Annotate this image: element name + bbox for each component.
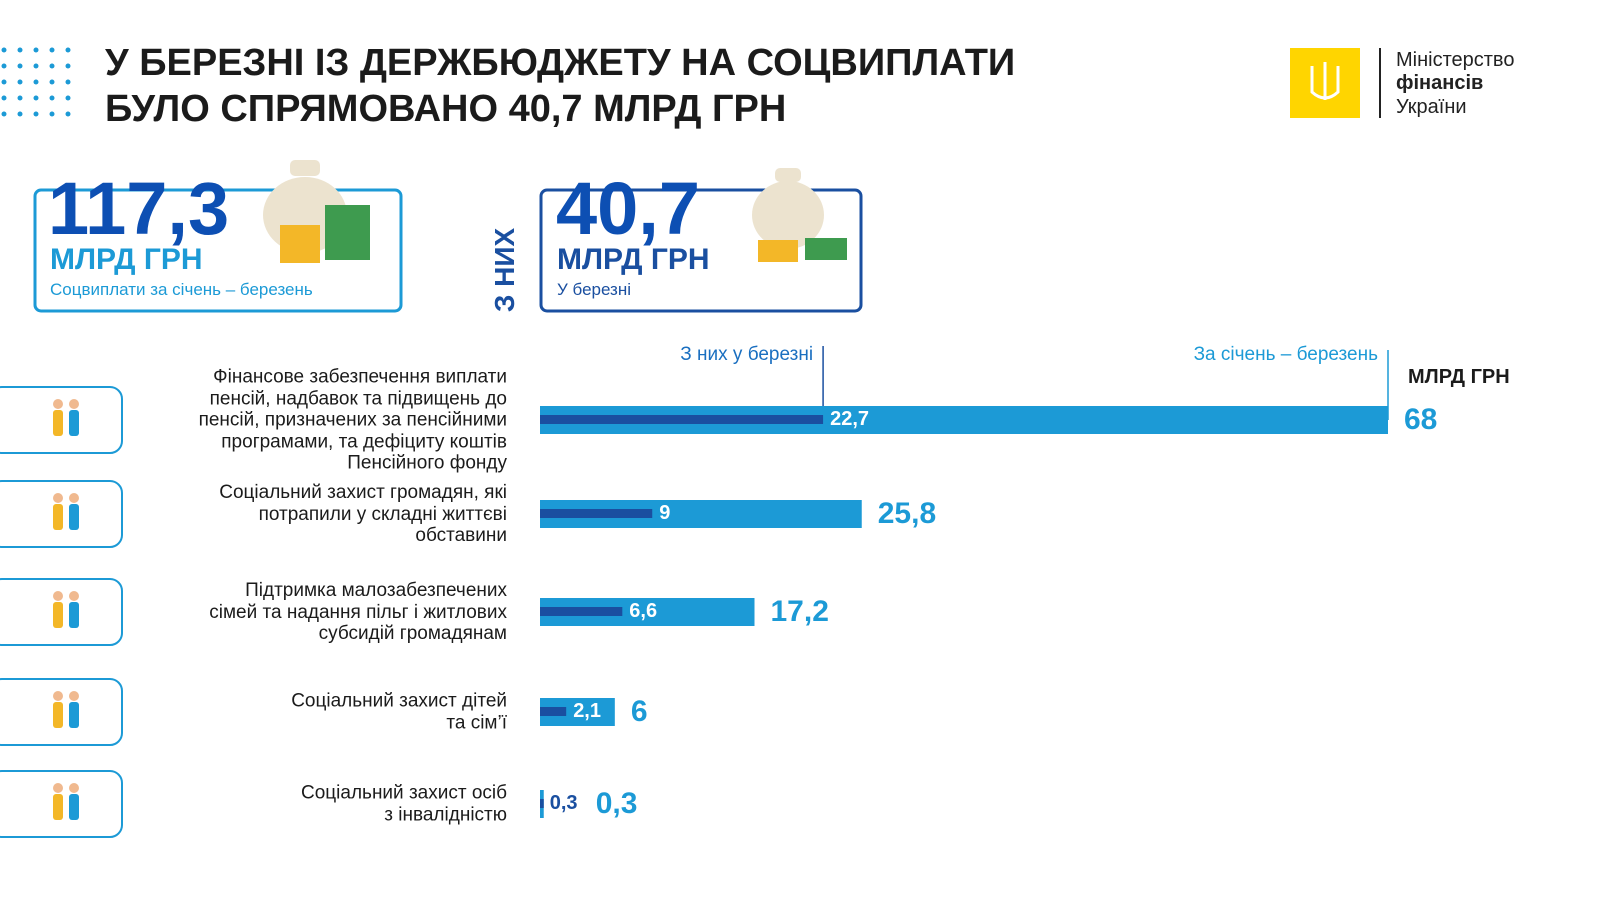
icon-body xyxy=(69,602,79,628)
bar-march xyxy=(540,509,653,518)
decor-dot xyxy=(65,111,71,117)
total-value: 117,3 xyxy=(48,167,230,250)
march-value: 40,7 xyxy=(556,167,701,250)
icon-box xyxy=(0,386,123,454)
value-label: 68 xyxy=(1404,403,1438,436)
decor-dot xyxy=(33,111,39,117)
value-label: 6 xyxy=(630,695,648,728)
icon-head xyxy=(53,493,63,503)
decor-dot xyxy=(1,79,7,85)
march-box xyxy=(539,188,863,313)
icon-box xyxy=(0,578,123,646)
icon-head xyxy=(69,399,79,409)
decor-dot xyxy=(17,47,23,53)
value-label: 22,7 xyxy=(830,408,870,430)
logo-text: України xyxy=(1396,96,1467,118)
decor-dot xyxy=(65,47,71,53)
value-label: 9 xyxy=(659,502,671,524)
icon-box xyxy=(0,480,123,548)
bar-march xyxy=(540,799,544,808)
decor-dot xyxy=(17,79,23,85)
connector: З НИХ xyxy=(489,227,520,313)
category-label: Соціальний захист осіб з інвалідністю xyxy=(301,782,507,826)
icon-head xyxy=(69,783,79,793)
unit-label: МЛРД ГРН xyxy=(1408,366,1510,388)
bar-chart xyxy=(0,346,1389,838)
category-label: Соціальний захист дітей та сім’ї xyxy=(291,690,507,734)
icon-head xyxy=(53,691,63,701)
decor-dot xyxy=(1,95,7,101)
decor-dot xyxy=(33,47,39,53)
legend-label: За січень – березень xyxy=(1193,344,1378,365)
decor-dot xyxy=(49,63,55,69)
icon-body xyxy=(53,702,63,728)
march-caption: У березні xyxy=(557,280,632,299)
icon-body xyxy=(53,504,63,530)
value-label: 6,6 xyxy=(629,600,658,622)
decor-dot xyxy=(33,79,39,85)
total-unit: МЛРД ГРН xyxy=(50,243,203,276)
legend-label: З них у березні xyxy=(680,344,814,365)
logo-trident xyxy=(1310,62,1340,100)
value-label: 17,2 xyxy=(770,595,829,628)
decor-dot xyxy=(17,95,23,101)
icon-box xyxy=(0,678,123,746)
value-label: 0,3 xyxy=(595,787,638,820)
value-label: 2,1 xyxy=(573,700,601,722)
decor-dot xyxy=(17,111,23,117)
icon-body xyxy=(69,504,79,530)
icon-head xyxy=(53,399,63,409)
icon-head xyxy=(69,591,79,601)
decor-dot xyxy=(65,95,71,101)
decor-dot xyxy=(1,111,7,117)
march-unit: МЛРД ГРН xyxy=(557,243,710,276)
money-icon xyxy=(263,160,847,263)
decor-dot xyxy=(49,79,55,85)
icon-body xyxy=(69,794,79,820)
decor-dot xyxy=(49,95,55,101)
value-label: 25,8 xyxy=(877,497,937,530)
decor-dot xyxy=(49,47,55,53)
icon-body xyxy=(69,410,79,436)
icon-body xyxy=(53,410,63,436)
icon-head xyxy=(53,591,63,601)
bar-march xyxy=(540,607,623,616)
icon-box xyxy=(0,770,123,838)
icon-head xyxy=(69,493,79,503)
decor-dot xyxy=(65,63,71,69)
decor-dot xyxy=(1,63,7,69)
icon-body xyxy=(53,794,63,820)
decor-dot xyxy=(1,47,7,53)
value-label: 0,3 xyxy=(549,792,578,814)
icon-head xyxy=(53,783,63,793)
decor-dot xyxy=(33,63,39,69)
icon-body xyxy=(53,602,63,628)
bar-march xyxy=(540,415,824,424)
category-label: Підтримка малозабезпечених сімей та нада… xyxy=(209,579,507,644)
icon-body xyxy=(69,702,79,728)
decor-dot xyxy=(33,95,39,101)
logo-text: фінансів xyxy=(1396,72,1484,94)
icon-head xyxy=(69,691,79,701)
logo-text: Міністерство xyxy=(1396,49,1515,71)
decor-dot xyxy=(17,63,23,69)
bar-march xyxy=(540,707,567,716)
category-label: Соціальний захист громадян, які потрапил… xyxy=(219,481,507,546)
decor-dots xyxy=(1,47,71,117)
total-caption: Соцвиплати за січень – березень xyxy=(50,280,313,299)
category-label: Фінансове забезпечення виплати пенсій, н… xyxy=(198,366,507,474)
decor-dot xyxy=(65,79,71,85)
total-box xyxy=(33,188,403,313)
title: У БЕРЕЗНІ ІЗ ДЕРЖБЮДЖЕТУ НА СОЦВИПЛАТИ Б… xyxy=(105,42,1016,130)
decor-dot xyxy=(49,111,55,117)
